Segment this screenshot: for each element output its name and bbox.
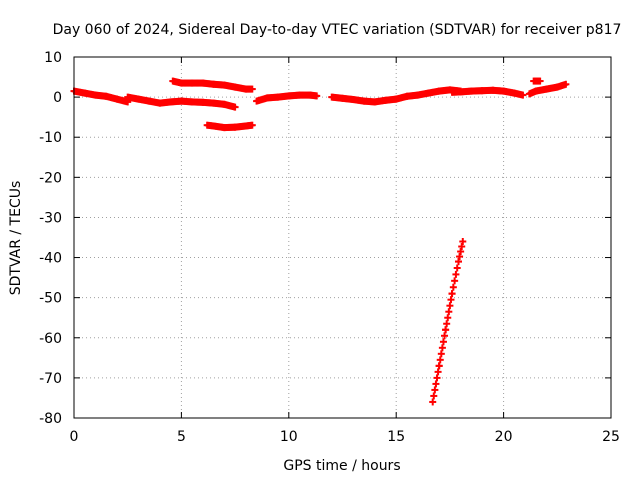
data-series-segment bbox=[169, 77, 256, 93]
y-tick-label: 0 bbox=[53, 90, 62, 106]
y-tick-label: -10 bbox=[39, 130, 62, 146]
data-series-segment bbox=[253, 91, 321, 105]
x-tick-label: 0 bbox=[70, 429, 79, 445]
y-tick-label: -40 bbox=[39, 251, 62, 267]
x-tick-label: 15 bbox=[387, 429, 405, 445]
y-tick-label: 10 bbox=[44, 50, 62, 66]
x-tick-label: 25 bbox=[602, 429, 620, 445]
data-series-segment bbox=[530, 77, 544, 85]
plot-frame bbox=[73, 56, 612, 419]
y-tick-label: -50 bbox=[39, 291, 62, 307]
y-tick-label: -20 bbox=[39, 170, 62, 186]
y-tick-label: -60 bbox=[39, 331, 62, 347]
data-series-segment bbox=[448, 86, 527, 99]
data-series-segment bbox=[203, 121, 256, 132]
data-points bbox=[70, 77, 570, 406]
data-series-segment bbox=[525, 80, 570, 98]
axis-ticks: 0 5 10 15 20 25 10 0 -10 -20 -30 -40 -50 -60 -70 -80 bbox=[39, 50, 620, 445]
chart-title: Day 060 of 2024, Sidereal Day-to-day VTE… bbox=[53, 22, 622, 38]
data-series-segment bbox=[429, 238, 467, 406]
data-series-segment bbox=[124, 93, 239, 111]
x-axis-label: GPS time / hours bbox=[283, 458, 400, 474]
y-tick-label: -30 bbox=[39, 210, 62, 226]
grid-lines bbox=[74, 57, 611, 418]
x-tick-label: 5 bbox=[177, 429, 186, 445]
x-tick-label: 20 bbox=[495, 429, 513, 445]
y-axis-label: SDTVAR / TECUs bbox=[8, 181, 24, 296]
y-tick-label: -80 bbox=[39, 411, 62, 427]
y-tick-label: -70 bbox=[39, 371, 62, 387]
data-series-segment bbox=[70, 87, 132, 106]
x-tick-label: 10 bbox=[280, 429, 298, 445]
